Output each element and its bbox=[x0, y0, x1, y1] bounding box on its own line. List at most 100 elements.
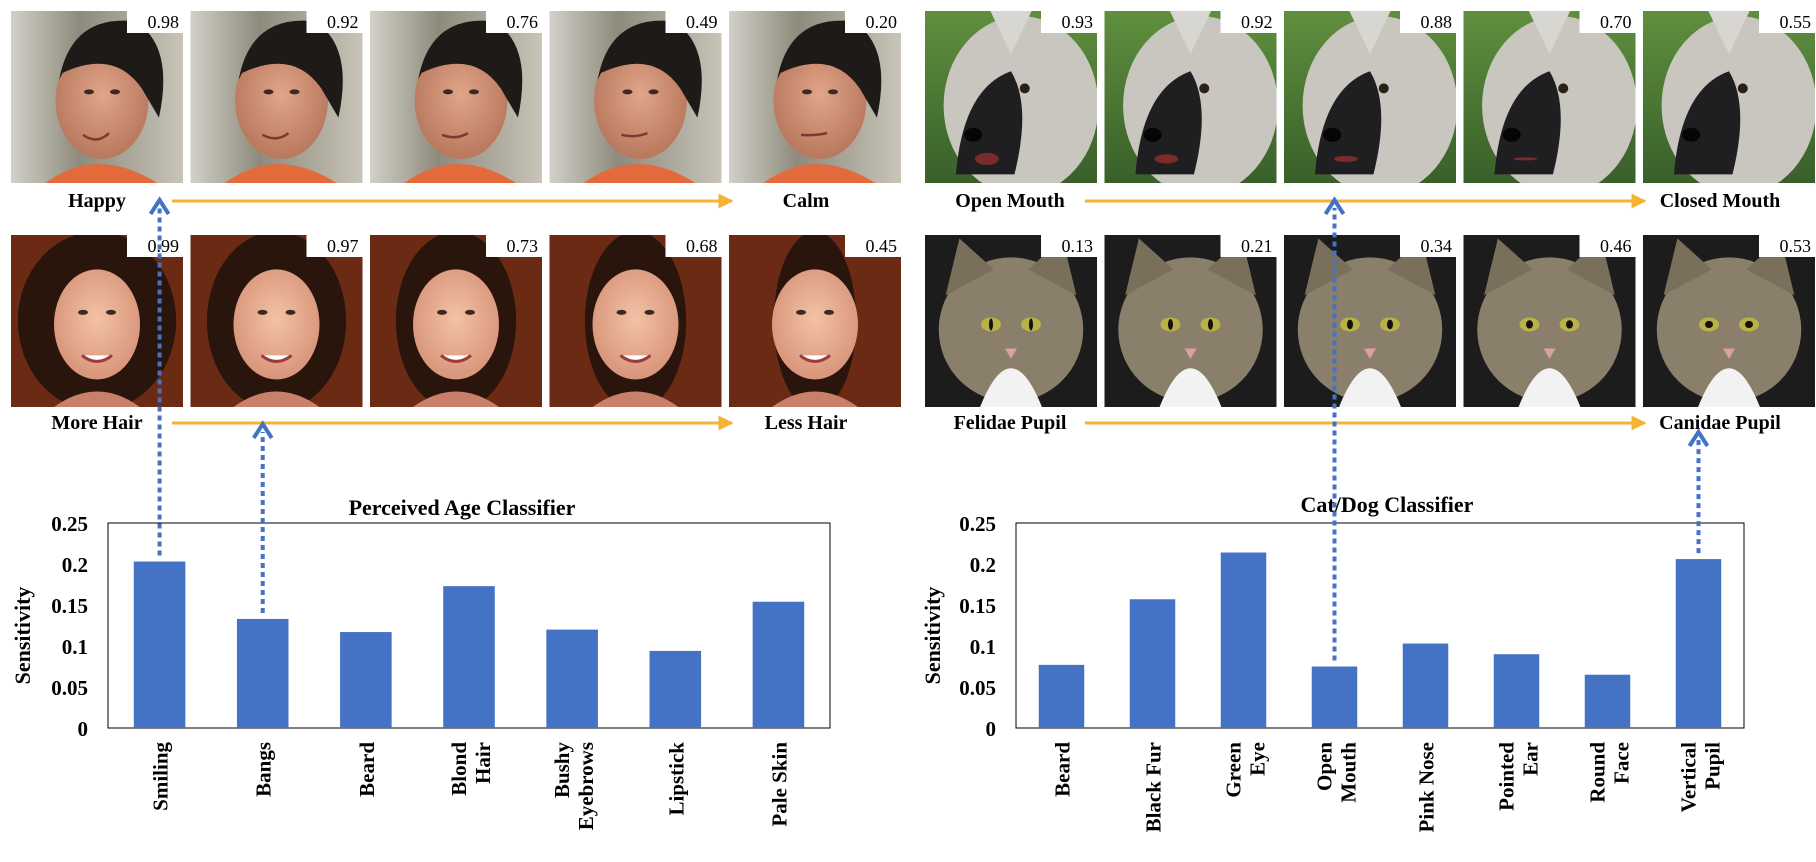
plot-area-frame bbox=[1015, 522, 1745, 729]
image-panels: 0.98 0.92 0.76 0.49 0.20 Happy Calm 0.99 0.97 0.7… bbox=[11, 11, 1815, 434]
thumbnail-image bbox=[11, 235, 183, 407]
thumbnail-image bbox=[925, 11, 1097, 183]
shirt bbox=[763, 164, 876, 183]
mouth bbox=[440, 354, 472, 363]
muzzle bbox=[1135, 71, 1202, 175]
x-category-label-line: Pale Skin bbox=[767, 742, 791, 827]
score-box bbox=[1759, 235, 1815, 257]
x-category-label-line: Face bbox=[1610, 742, 1634, 784]
image-thumbnail: 0.98 bbox=[11, 11, 183, 183]
thumbnail-image bbox=[1284, 235, 1456, 407]
score-box bbox=[1041, 11, 1097, 33]
classifier-score: 0.76 bbox=[507, 12, 539, 32]
pupil bbox=[1029, 318, 1033, 331]
score-box bbox=[1041, 235, 1097, 257]
classifier-score: 0.34 bbox=[1421, 236, 1453, 256]
image-thumbnail: 0.70 bbox=[1463, 11, 1636, 183]
eye bbox=[469, 89, 479, 95]
pupil bbox=[1566, 320, 1573, 329]
face bbox=[413, 269, 499, 380]
face bbox=[592, 269, 679, 380]
bar bbox=[133, 561, 186, 728]
ear bbox=[1663, 238, 1712, 296]
x-category-label: BlondHair bbox=[447, 742, 495, 796]
x-category-label: Lipstick bbox=[664, 742, 688, 816]
classifier-score: 0.53 bbox=[1780, 236, 1812, 256]
nose bbox=[1323, 127, 1342, 142]
eye bbox=[437, 309, 447, 315]
chest bbox=[1698, 368, 1760, 407]
head bbox=[1477, 257, 1622, 402]
charts: Perceived Age Classifier Sensitivity 0 0.05… bbox=[10, 492, 1745, 832]
mouth bbox=[1513, 157, 1538, 161]
panel-dog: 0.93 0.92 0.88 0.70 0.55 Open Mouth Closed Mou… bbox=[925, 11, 1815, 212]
mouth bbox=[799, 354, 831, 363]
eye bbox=[289, 89, 300, 95]
mouth bbox=[441, 132, 469, 139]
thumbnail-image bbox=[729, 11, 901, 183]
thumbnail-image bbox=[1643, 235, 1815, 407]
arrow-head bbox=[148, 196, 171, 216]
arrow-head bbox=[1323, 196, 1346, 216]
nose bbox=[1364, 348, 1376, 359]
bar bbox=[649, 650, 702, 728]
classifier-score: 0.99 bbox=[148, 236, 180, 256]
image-thumbnail: 0.34 bbox=[1284, 235, 1456, 407]
score-box bbox=[665, 235, 722, 257]
image-thumbnail: 0.99 bbox=[11, 235, 183, 407]
thumbnail-image bbox=[729, 235, 901, 407]
thumbnail-image bbox=[1284, 11, 1456, 183]
bar bbox=[443, 586, 495, 728]
bar bbox=[236, 618, 289, 728]
x-category-label-line: Open bbox=[1313, 742, 1337, 791]
x-category-label-line: Ear bbox=[1519, 742, 1543, 776]
bar bbox=[1038, 664, 1085, 728]
thumbnail-image bbox=[11, 11, 183, 183]
ear bbox=[1484, 238, 1533, 296]
pupil bbox=[1705, 320, 1713, 329]
eye bbox=[796, 309, 806, 315]
nose bbox=[1005, 348, 1017, 359]
classifier-score: 0.92 bbox=[1241, 12, 1273, 32]
score-box bbox=[1220, 11, 1277, 33]
mouth bbox=[974, 152, 999, 165]
mouth bbox=[800, 131, 828, 137]
bar bbox=[546, 629, 598, 728]
thumbnail-image bbox=[1104, 11, 1277, 183]
x-category-label: Beard bbox=[1051, 742, 1075, 797]
y-tick-label: 0.1 bbox=[970, 635, 996, 659]
eye bbox=[1378, 83, 1389, 94]
score-box bbox=[1220, 235, 1277, 257]
y-tick-label: 0.15 bbox=[51, 594, 88, 618]
link-vertical-pupil-to-canidae-pupil bbox=[1687, 428, 1710, 554]
x-category-label-line: Blond bbox=[447, 742, 471, 796]
image-thumbnail: 0.97 bbox=[190, 235, 363, 407]
x-category-label: Black Fur bbox=[1142, 742, 1166, 832]
panel-face-woman: 0.99 0.97 0.73 0.68 0.45 More Hair Less Hair bbox=[11, 235, 901, 434]
ear bbox=[990, 11, 1032, 54]
ear bbox=[1528, 11, 1571, 54]
score-box bbox=[1400, 11, 1456, 33]
image-thumbnail: 0.93 bbox=[925, 11, 1097, 183]
linking-arrows bbox=[148, 196, 1710, 661]
score-box bbox=[486, 11, 542, 33]
pupil bbox=[1745, 320, 1753, 329]
classifier-score: 0.73 bbox=[507, 236, 539, 256]
bar bbox=[1402, 643, 1449, 728]
score-box bbox=[665, 11, 722, 33]
neck bbox=[413, 391, 499, 407]
mouth bbox=[1154, 154, 1179, 164]
x-category-label-line: Bangs bbox=[252, 742, 276, 797]
y-tick-label: 0.2 bbox=[62, 553, 88, 577]
chest bbox=[980, 368, 1042, 407]
x-category-label: PointedEar bbox=[1495, 742, 1543, 811]
eye bbox=[622, 89, 633, 95]
neck bbox=[233, 391, 320, 407]
y-tick-label: 0.05 bbox=[959, 676, 996, 700]
muzzle bbox=[955, 71, 1023, 175]
neck bbox=[772, 391, 858, 407]
image-thumbnail: 0.13 bbox=[925, 235, 1097, 407]
bar-chart-2: Cat/Dog Classifier Sensitivity 0 0.05 0.1 0.1… bbox=[920, 492, 1745, 832]
mouth bbox=[1333, 155, 1358, 162]
